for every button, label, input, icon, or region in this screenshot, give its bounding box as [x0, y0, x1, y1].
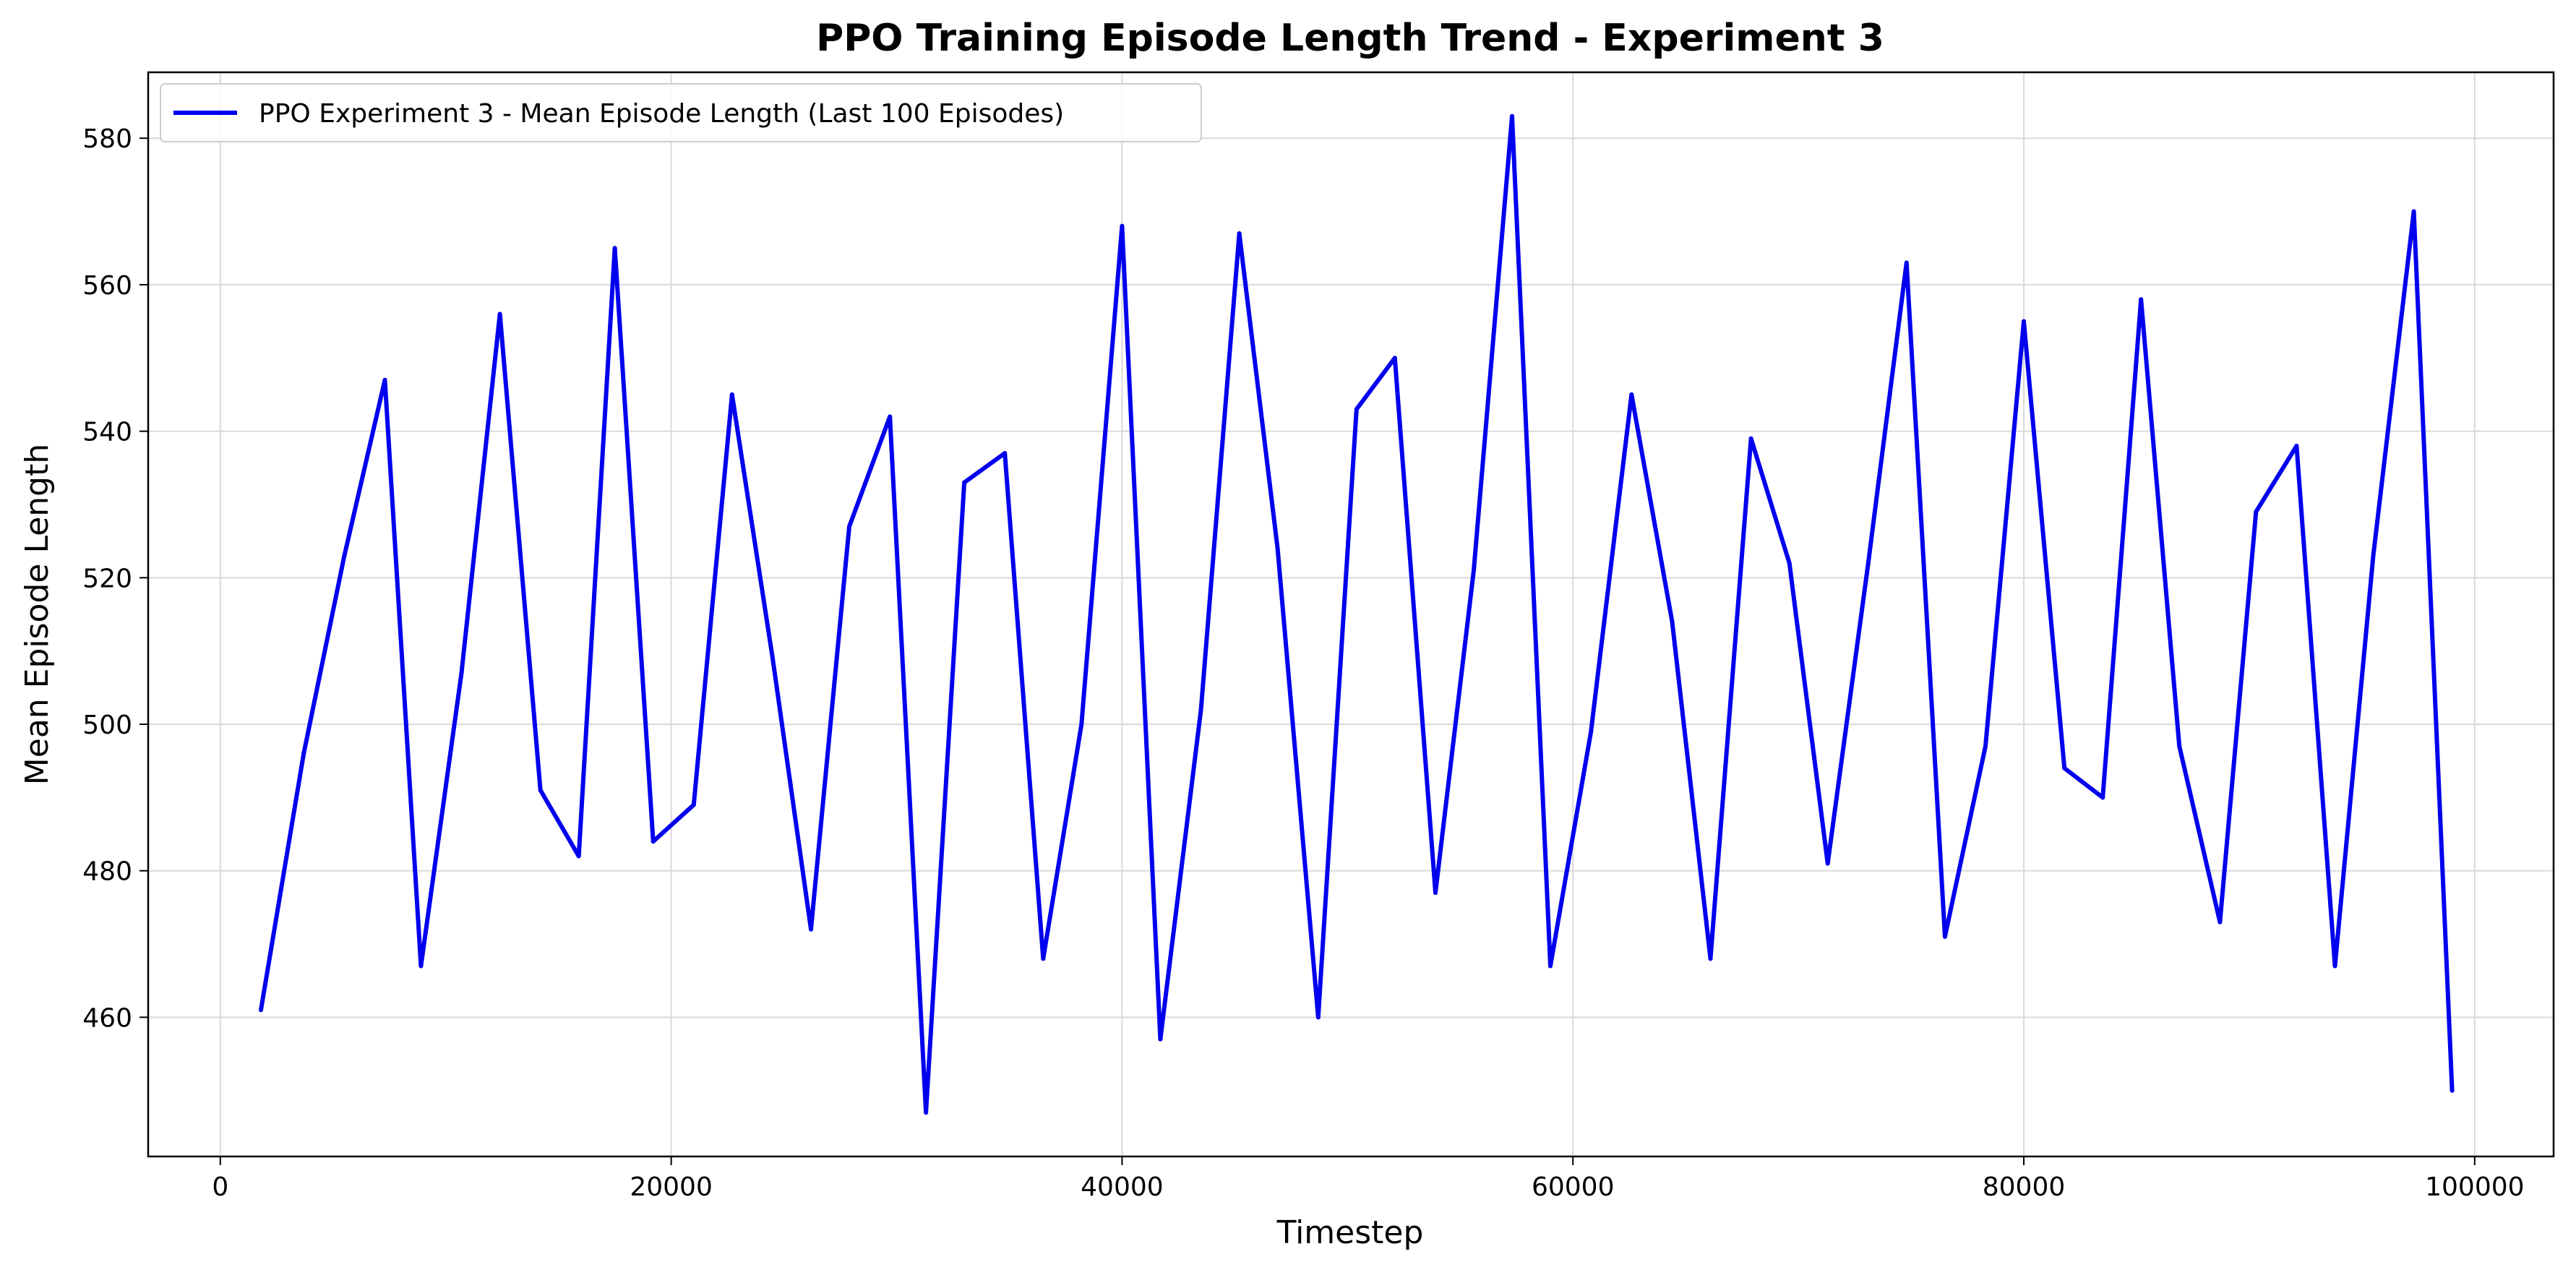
data-point [2022, 319, 2026, 324]
y-tick-label: 460 [82, 1003, 132, 1033]
x-tick-label: 60000 [1532, 1172, 1615, 1202]
plot-frame [147, 71, 2555, 1158]
x-axis: 0 20000 40000 60000 80000 100000 [212, 1156, 2525, 1202]
chart-title: PPO Training Episode Length Trend - Expe… [816, 17, 1884, 60]
data-point [770, 656, 775, 661]
x-tick-label: 20000 [630, 1172, 713, 1202]
x-tick-label: 100000 [2425, 1172, 2524, 1202]
data-point [2450, 1088, 2455, 1093]
x-tick-label: 80000 [1983, 1172, 2066, 1202]
data-point [2217, 919, 2223, 924]
grid [148, 72, 2554, 1156]
data-point [691, 802, 696, 807]
data-point [576, 854, 581, 859]
legend-box [160, 83, 1202, 142]
data-point [1433, 890, 1438, 896]
data-point [538, 788, 543, 793]
x-axis-label: Timestep [1276, 1214, 1424, 1251]
data-point [1237, 231, 1242, 236]
data-point [2294, 443, 2299, 448]
data-point [1315, 1015, 1321, 1020]
data-point [1275, 546, 1280, 551]
legend: PPO Experiment 3 - Mean Episode Length (… [160, 83, 1202, 142]
data-point [1629, 392, 1634, 397]
data-point [729, 392, 734, 397]
data-point [1158, 1036, 1163, 1042]
data-point [342, 553, 347, 558]
data-point [2332, 963, 2337, 969]
data-point [1548, 963, 1553, 969]
data-point [1079, 722, 1084, 726]
y-tick-label: 580 [82, 124, 132, 154]
data-point [418, 963, 424, 969]
data-point [1589, 729, 1594, 734]
data-point [497, 312, 502, 317]
data-point [1825, 861, 1830, 866]
data-point [2100, 795, 2105, 800]
data-point [612, 246, 617, 251]
data-point [1670, 619, 1675, 624]
data-point [1866, 561, 1871, 566]
y-tick-label: 480 [82, 857, 132, 887]
x-tick-label: 0 [212, 1172, 228, 1202]
data-point [1748, 436, 1753, 441]
data-point [1904, 260, 1909, 265]
data-point [1041, 956, 1046, 961]
data-point [888, 414, 893, 419]
series-group [259, 113, 2455, 1115]
data-point [1198, 707, 1203, 712]
data-point [847, 524, 851, 529]
y-tick-label: 520 [82, 564, 132, 593]
data-point [2062, 765, 2067, 770]
data-point [1942, 934, 1947, 939]
data-point [1510, 113, 1514, 119]
data-point [651, 839, 656, 844]
data-point [2139, 297, 2144, 302]
data-point [301, 751, 306, 756]
data-point [1392, 356, 1397, 361]
y-tick-label: 540 [82, 418, 132, 447]
data-point [1787, 561, 1792, 566]
legend-entry-label: PPO Experiment 3 - Mean Episode Length (… [259, 99, 1064, 129]
y-tick-label: 560 [82, 271, 132, 301]
data-point [1354, 407, 1359, 412]
data-point [382, 377, 387, 382]
data-point [259, 1008, 263, 1013]
data-point [962, 480, 967, 485]
x-tick-label: 40000 [1081, 1172, 1164, 1202]
data-point [809, 927, 813, 932]
y-tick-label: 500 [82, 711, 132, 740]
y-axis: 460 480 500 520 540 560 580 [82, 124, 148, 1033]
y-axis-label: Mean Episode Length [19, 444, 56, 785]
data-point [2371, 553, 2376, 558]
data-point [1472, 568, 1476, 573]
data-point [1983, 744, 1988, 749]
data-point [2254, 510, 2259, 515]
data-point [924, 1110, 929, 1115]
data-point [2411, 209, 2416, 214]
data-point [1708, 956, 1713, 961]
data-point [1003, 451, 1008, 455]
data-point [459, 671, 464, 676]
data-point [2177, 744, 2182, 749]
data-point [1120, 223, 1125, 228]
